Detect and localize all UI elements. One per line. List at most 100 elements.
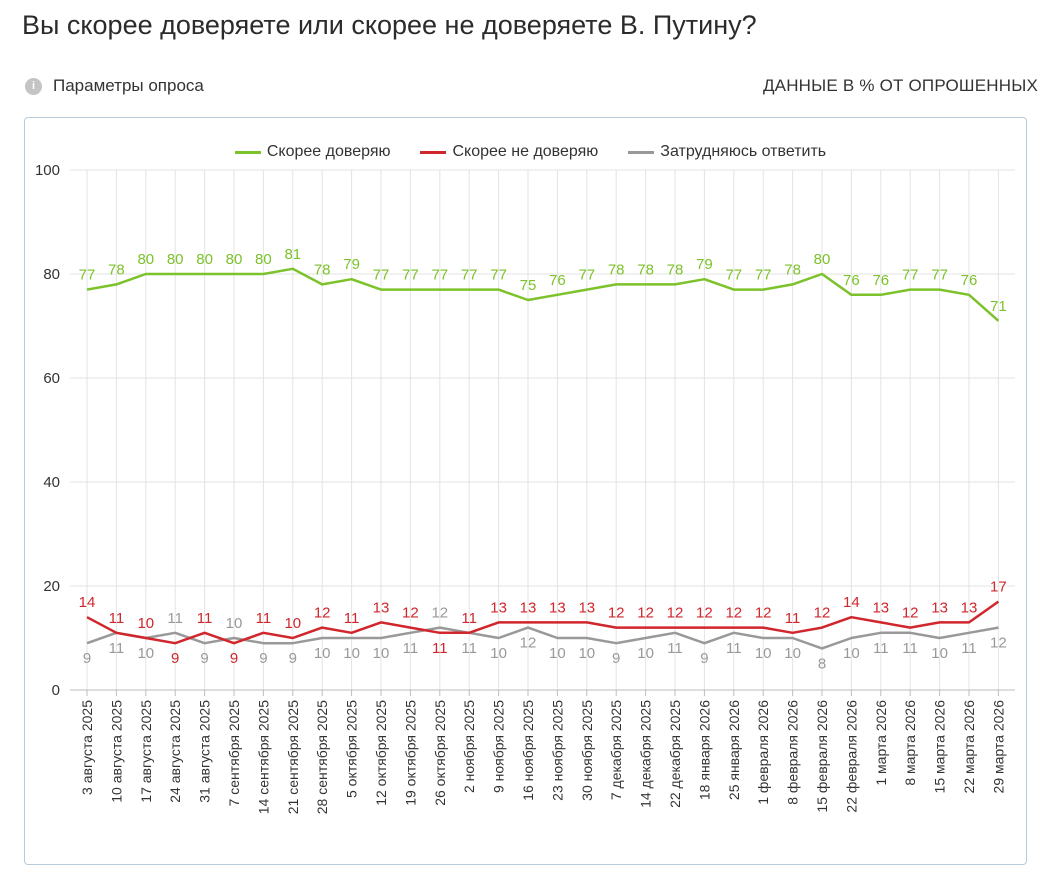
units-label: ДАННЫЕ В % ОТ ОПРОШЕННЫХ xyxy=(762,76,1038,95)
data-label: 13 xyxy=(872,599,889,616)
data-label: 12 xyxy=(667,605,684,622)
data-label: 11 xyxy=(167,610,183,627)
data-label: 78 xyxy=(108,261,125,278)
data-label: 11 xyxy=(785,610,801,627)
data-label: 17 xyxy=(990,579,1007,596)
data-label: 77 xyxy=(725,267,742,284)
data-label: 11 xyxy=(109,610,125,627)
data-label: 11 xyxy=(256,610,272,627)
data-label: 12 xyxy=(725,605,742,622)
series-line xyxy=(86,267,1000,322)
data-label: 11 xyxy=(961,640,977,657)
x-tick-label: 7 декабря 2025 xyxy=(608,700,624,800)
data-label: 11 xyxy=(902,640,918,657)
data-label: 76 xyxy=(843,272,860,289)
data-label: 80 xyxy=(167,251,184,268)
legend-swatch-trust xyxy=(234,150,261,154)
data-label: 11 xyxy=(197,610,213,627)
data-label: 10 xyxy=(755,645,772,662)
data-label: 80 xyxy=(196,251,213,268)
data-label: 12 xyxy=(314,605,331,622)
data-label: 11 xyxy=(667,640,683,657)
data-label: 13 xyxy=(373,599,390,616)
x-tick-label: 25 января 2026 xyxy=(726,700,742,800)
x-tick-label: 22 февраля 2026 xyxy=(843,700,859,813)
data-label: 79 xyxy=(696,256,713,273)
legend-label-undecided: Затрудняюсь ответить xyxy=(660,143,827,160)
y-tick-label: 80 xyxy=(43,266,60,283)
data-label: 10 xyxy=(490,645,507,662)
x-tick-label: 16 ноября 2025 xyxy=(520,700,536,801)
x-tick-label: 21 сентября 2025 xyxy=(285,700,301,814)
data-label: 80 xyxy=(137,251,154,268)
x-tick-label: 8 февраля 2026 xyxy=(785,700,801,805)
data-label: 10 xyxy=(843,645,860,662)
data-label: 77 xyxy=(402,267,419,284)
x-tick-label: 14 декабря 2025 xyxy=(638,700,654,808)
legend-label-distrust: Скорее не доверяю xyxy=(452,143,599,160)
data-label: 78 xyxy=(784,261,801,278)
x-tick-label: 15 февраля 2026 xyxy=(814,700,830,813)
legend-swatch-undecided xyxy=(628,150,655,154)
x-tick-label: 28 сентября 2025 xyxy=(314,700,330,814)
chart-legend: Скорее доверяю Скорее не доверяю Затрудн… xyxy=(0,143,1061,161)
x-tick-label: 3 августа 2025 xyxy=(79,700,95,795)
x-tick-label: 24 августа 2025 xyxy=(167,700,183,803)
data-label: 78 xyxy=(637,261,654,278)
data-label: 11 xyxy=(873,640,889,657)
data-label: 77 xyxy=(902,267,919,284)
data-label: 10 xyxy=(226,615,243,632)
data-label: 12 xyxy=(990,635,1007,652)
data-label: 9 xyxy=(259,650,267,667)
data-label: 13 xyxy=(961,599,978,616)
data-label: 13 xyxy=(490,599,507,616)
x-tick-label: 23 ноября 2025 xyxy=(549,700,565,801)
x-tick-label: 26 октября 2025 xyxy=(432,700,448,806)
data-label: 81 xyxy=(284,246,301,263)
x-tick-label: 1 февраля 2026 xyxy=(755,700,771,805)
data-label: 10 xyxy=(549,645,566,662)
data-label: 9 xyxy=(289,650,297,667)
data-label: 11 xyxy=(109,640,125,657)
data-label: 77 xyxy=(373,267,390,284)
data-label: 77 xyxy=(461,267,478,284)
x-tick-label: 10 августа 2025 xyxy=(108,700,124,803)
data-label: 10 xyxy=(784,645,801,662)
x-tick-label: 30 ноября 2025 xyxy=(579,700,595,801)
x-tick-label: 5 октября 2025 xyxy=(344,700,360,798)
data-label: 9 xyxy=(200,650,208,667)
x-tick-label: 18 января 2026 xyxy=(696,700,712,800)
data-label: 9 xyxy=(230,650,238,667)
x-tick-label: 15 марта 2026 xyxy=(932,700,948,794)
data-label: 11 xyxy=(432,640,448,657)
legend-item-trust[interactable]: Скорее доверяю xyxy=(234,143,390,161)
data-label: 10 xyxy=(137,615,154,632)
data-label: 9 xyxy=(171,650,179,667)
data-label: 14 xyxy=(843,594,860,611)
x-tick-label: 31 августа 2025 xyxy=(197,700,213,803)
data-label: 9 xyxy=(700,650,708,667)
data-label: 11 xyxy=(344,610,360,627)
info-icon: i xyxy=(25,77,42,95)
data-label: 11 xyxy=(403,640,419,657)
data-label: 76 xyxy=(961,272,978,289)
data-label: 11 xyxy=(726,640,742,657)
legend-item-distrust[interactable]: Скорее не доверяю xyxy=(420,143,598,161)
x-tick-label: 12 октября 2025 xyxy=(373,700,389,806)
legend-item-undecided[interactable]: Затрудняюсь ответить xyxy=(628,143,826,161)
data-label: 79 xyxy=(343,256,360,273)
survey-params-toggle[interactable]: i Параметры опроса xyxy=(25,75,204,97)
data-label: 80 xyxy=(226,251,243,268)
x-tick-label: 14 сентября 2025 xyxy=(255,700,271,814)
data-label: 12 xyxy=(608,605,625,622)
data-label: 12 xyxy=(402,605,419,622)
data-label: 13 xyxy=(578,599,595,616)
data-label: 10 xyxy=(578,645,595,662)
y-tick-label: 40 xyxy=(43,474,60,491)
data-label: 12 xyxy=(520,635,537,652)
y-tick-label: 100 xyxy=(35,162,60,179)
survey-params-label[interactable]: Параметры опроса xyxy=(53,76,204,95)
data-label: 13 xyxy=(549,599,566,616)
data-label: 75 xyxy=(520,277,537,294)
